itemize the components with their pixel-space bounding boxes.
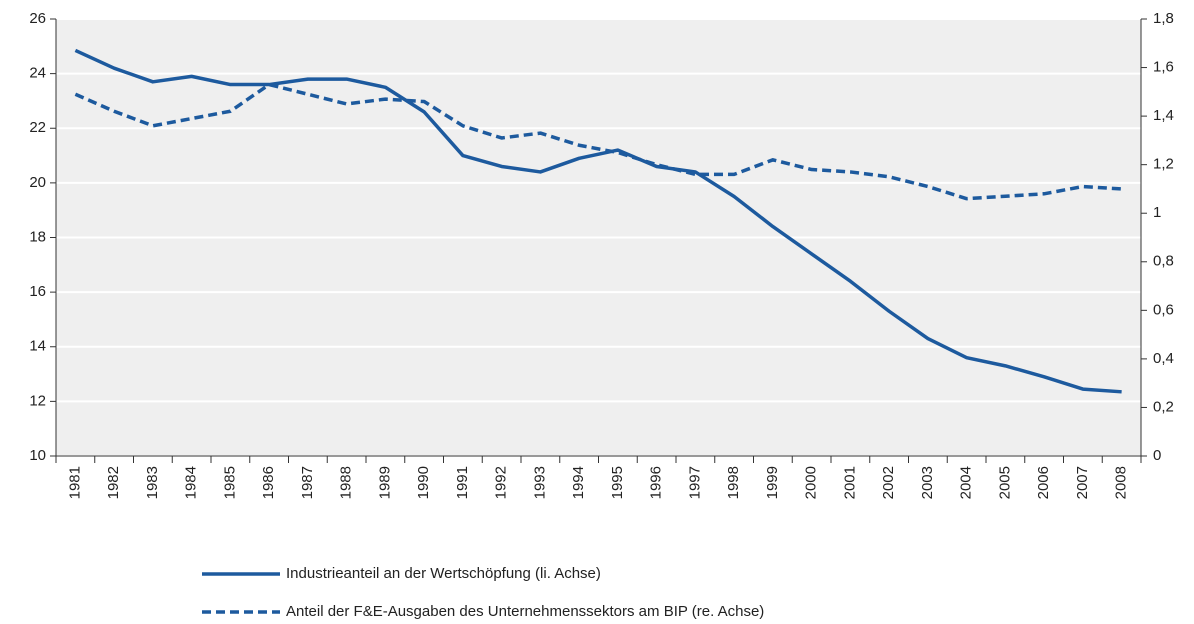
x-tick-label: 1989 — [376, 466, 393, 499]
x-tick-label: 1990 — [415, 466, 432, 499]
y-tick-label: 16 — [29, 283, 46, 300]
x-tick-label: 2008 — [1113, 466, 1130, 499]
y-tick-label: 20 — [29, 174, 46, 191]
x-tick-label: 1987 — [299, 466, 316, 499]
x-tick-label: 1999 — [764, 466, 781, 499]
y2-tick-label: 0,2 — [1153, 398, 1174, 415]
y2-tick-label: 1,4 — [1153, 107, 1174, 124]
y2-tick-label: 0,6 — [1153, 301, 1174, 318]
x-tick-label: 2001 — [841, 466, 858, 499]
x-tick-label: 2004 — [958, 466, 975, 499]
x-tick-label: 2000 — [803, 466, 820, 499]
x-tick-label: 1986 — [260, 466, 277, 499]
x-tick-label: 1988 — [338, 466, 355, 499]
x-tick-label: 1985 — [221, 466, 238, 499]
legend-label: Industrieanteil an der Wertschöpfung (li… — [286, 565, 601, 582]
y-tick-label: 26 — [29, 10, 46, 27]
y-tick-label: 18 — [29, 228, 46, 245]
x-tick-label: 1995 — [609, 466, 626, 499]
legend-label: Anteil der F&E-Ausgaben des Unternehmens… — [286, 603, 764, 620]
x-tick-label: 1996 — [648, 466, 665, 499]
x-tick-label: 1994 — [570, 466, 587, 499]
y-tick-label: 10 — [29, 447, 46, 464]
x-tick-label: 1998 — [725, 466, 742, 499]
x-tick-label: 2003 — [919, 466, 936, 499]
x-tick-label: 1981 — [66, 466, 83, 499]
x-tick-label: 2006 — [1035, 466, 1052, 499]
x-tick-label: 1983 — [144, 466, 161, 499]
y2-tick-label: 0,8 — [1153, 253, 1174, 270]
y-tick-label: 24 — [29, 65, 46, 82]
x-tick-label: 2005 — [996, 466, 1013, 499]
y-tick-label: 12 — [29, 392, 46, 409]
y2-tick-label: 1,6 — [1153, 59, 1174, 76]
x-tick-label: 1984 — [183, 466, 200, 499]
x-tick-label: 1992 — [493, 466, 510, 499]
y-tick-label: 22 — [29, 119, 46, 136]
y2-tick-label: 1 — [1153, 204, 1161, 221]
y2-tick-label: 0,4 — [1153, 350, 1174, 367]
x-tick-label: 1991 — [454, 466, 471, 499]
y2-tick-label: 0 — [1153, 447, 1161, 464]
x-tick-label: 1997 — [686, 466, 703, 499]
line-series — [74, 48, 1122, 394]
x-tick-label: 1993 — [531, 466, 548, 499]
x-tick-label: 2007 — [1074, 466, 1091, 499]
x-tick-label: 1982 — [105, 466, 122, 499]
y2-tick-label: 1,2 — [1153, 156, 1174, 173]
y2-tick-label: 1,8 — [1153, 10, 1174, 27]
y-tick-label: 14 — [29, 338, 46, 355]
line-series — [74, 82, 1122, 201]
x-tick-label: 2002 — [880, 466, 897, 499]
